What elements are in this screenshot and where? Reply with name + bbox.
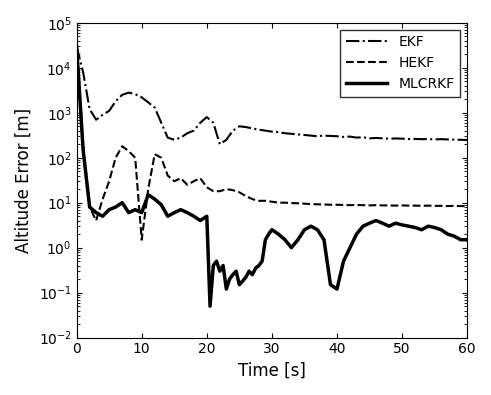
HEKF — [419, 203, 425, 208]
MLCRKF — [204, 214, 210, 218]
Line: MLCRKF: MLCRKF — [77, 46, 467, 306]
EKF — [464, 137, 470, 142]
Line: HEKF: HEKF — [77, 46, 467, 240]
HEKF — [171, 179, 177, 184]
MLCRKF — [445, 232, 451, 237]
MLCRKF — [464, 237, 470, 242]
MLCRKF — [207, 304, 213, 308]
EKF — [210, 120, 216, 125]
EKF — [152, 105, 158, 110]
EKF — [217, 142, 223, 147]
EKF — [419, 137, 425, 141]
HEKF — [315, 202, 321, 207]
EKF — [315, 134, 321, 139]
Y-axis label: Altitude Error [m]: Altitude Error [m] — [15, 107, 33, 253]
HEKF — [289, 201, 295, 205]
MLCRKF — [289, 245, 295, 250]
HEKF — [139, 237, 145, 242]
MLCRKF — [87, 205, 93, 209]
Legend: EKF, HEKF, MLCRKF: EKF, HEKF, MLCRKF — [340, 30, 460, 97]
EKF — [74, 44, 80, 49]
HEKF — [464, 204, 470, 209]
HEKF — [158, 155, 164, 160]
MLCRKF — [74, 44, 80, 49]
HEKF — [217, 189, 223, 194]
X-axis label: Time [s]: Time [s] — [238, 362, 306, 380]
Line: EKF: EKF — [77, 46, 467, 144]
MLCRKF — [253, 266, 259, 271]
MLCRKF — [360, 224, 366, 229]
EKF — [165, 135, 171, 140]
EKF — [289, 132, 295, 136]
HEKF — [74, 44, 80, 49]
